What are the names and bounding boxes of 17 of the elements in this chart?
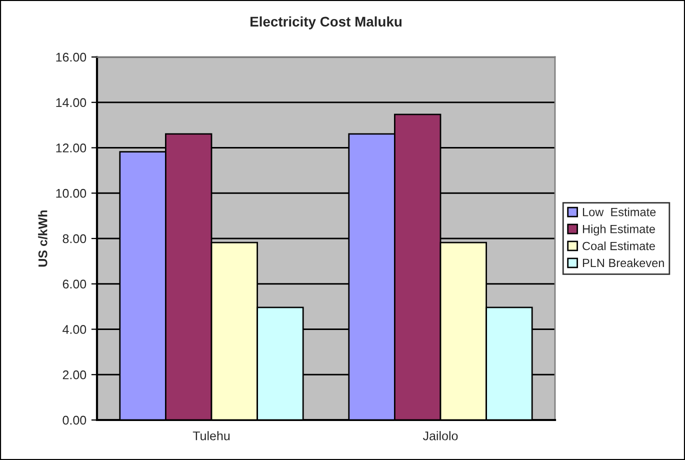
y-tick-label: 14.00: [56, 98, 86, 108]
y-tick-label: 10.00: [56, 188, 86, 198]
y-axis-title: US c/kWh: [38, 210, 48, 267]
legend-label: Coal Estimate: [582, 242, 655, 250]
y-tick-label: 16.00: [56, 52, 86, 62]
chart-title: Electricity Cost Maluku: [250, 16, 402, 30]
legend-label: Low Estimate: [582, 208, 656, 216]
x-tick-label: Jailolo: [422, 431, 458, 440]
y-tick-label: 0.00: [62, 416, 86, 425]
y-tick-label: 8.00: [62, 234, 86, 244]
x-tick-label: Tulehu: [192, 431, 230, 440]
y-tick-label: 6.00: [62, 280, 86, 289]
y-tick-label: 2.00: [62, 370, 86, 380]
legend-label: PLN Breakeven: [582, 258, 664, 268]
y-tick-label: 4.00: [62, 325, 86, 334]
legend-label: High Estimate: [582, 224, 655, 236]
y-tick-label: 12.00: [56, 144, 86, 152]
